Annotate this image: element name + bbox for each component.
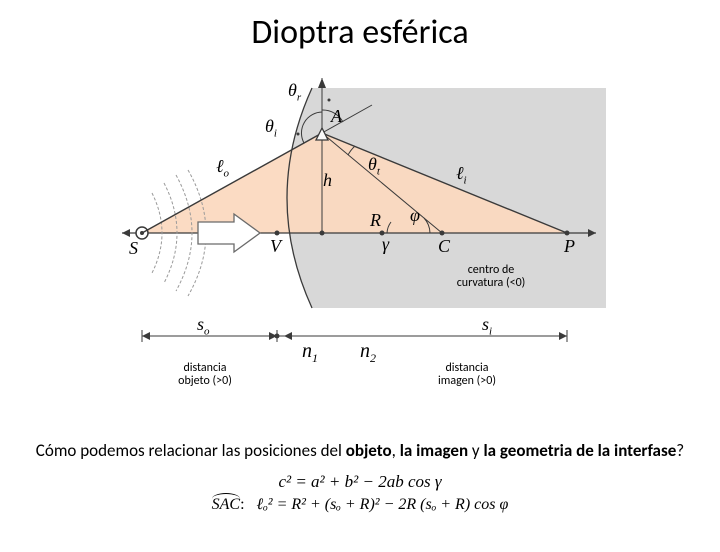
point-C bbox=[440, 231, 445, 236]
label-theta-r: θr bbox=[288, 80, 301, 104]
point-V bbox=[275, 231, 280, 236]
label-R: R bbox=[370, 210, 381, 231]
dim-so bbox=[142, 330, 280, 342]
formula-lo: SAC: ℓₒ² = R² + (sₒ + R)² − 2R (sₒ + R) … bbox=[0, 496, 720, 514]
label-V: V bbox=[270, 236, 281, 257]
formulas: c² = a² + b² − 2ab cos γ SAC: ℓₒ² = R² +… bbox=[0, 472, 720, 514]
label-distancia-objeto: distanciaobjeto (>0) bbox=[160, 362, 250, 388]
label-gamma: γ bbox=[382, 234, 389, 255]
label-li: ℓi bbox=[456, 163, 467, 187]
page-title: Dioptra esférica bbox=[0, 12, 720, 53]
question-text: Cómo podemos relacionar las posiciones d… bbox=[0, 440, 720, 461]
label-phi: φ bbox=[410, 205, 420, 226]
formula-cosine-law: c² = a² + b² − 2ab cos γ bbox=[0, 472, 720, 492]
label-n2: n2 bbox=[360, 340, 376, 366]
point-P bbox=[565, 231, 570, 236]
label-P: P bbox=[564, 236, 575, 257]
dim-si bbox=[277, 330, 567, 342]
label-theta-i: θi bbox=[265, 116, 277, 140]
label-C: C bbox=[438, 236, 450, 257]
label-si: si bbox=[482, 314, 492, 338]
label-S: S bbox=[129, 238, 138, 259]
optics-diagram: S A V R C P h θr θi θt φ γ ℓo ℓi so si n… bbox=[112, 78, 606, 418]
label-distancia-imagen: distanciaimagen (>0) bbox=[422, 362, 512, 388]
label-h: h bbox=[323, 170, 332, 191]
label-centro-curvatura: centro decurvatura (<0) bbox=[436, 264, 546, 290]
label-A: A bbox=[331, 106, 342, 127]
label-so: so bbox=[197, 314, 210, 338]
label-theta-t: θt bbox=[368, 154, 380, 178]
label-lo: ℓo bbox=[216, 156, 229, 180]
label-n1: n1 bbox=[302, 340, 318, 366]
